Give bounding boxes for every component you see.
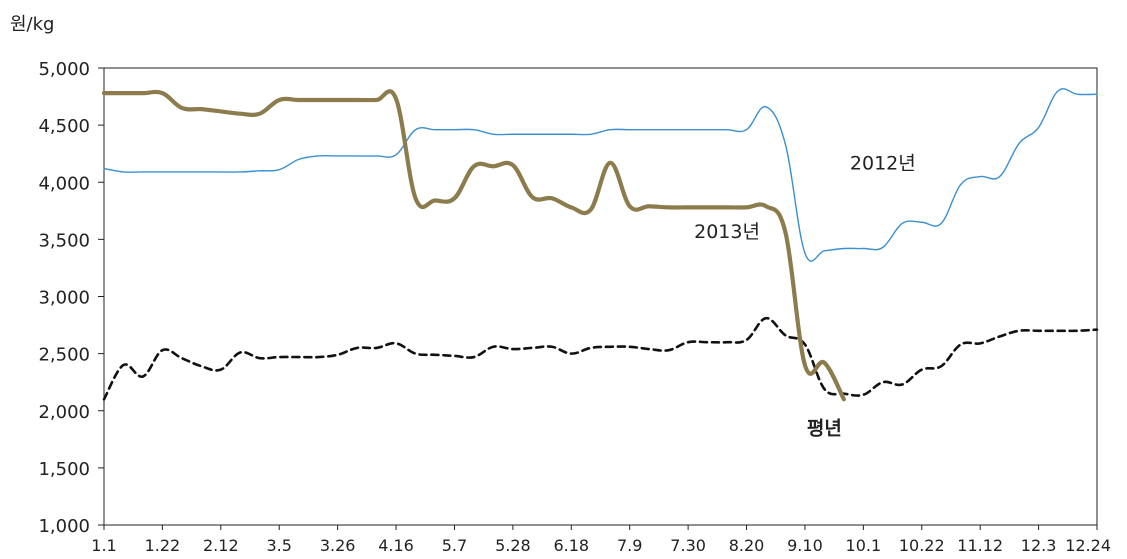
- x-tick-label: 3.5: [267, 536, 292, 555]
- series-line-2: [102, 316, 1099, 401]
- x-axis: 1.1 1.22 2.12 3.5 3.26 4.16 5.7 5.28 6.18 7.9 7.30…: [91, 525, 1111, 555]
- x-tick-label: 6.18: [553, 536, 589, 555]
- x-tick-label: 4.16: [378, 536, 414, 555]
- series-layer: [101, 88, 1099, 402]
- x-tick-label: 11.12: [957, 536, 1003, 555]
- x-tick-label: 5.28: [495, 536, 531, 555]
- plot-frame: [103, 67, 1098, 526]
- series-line-0: [103, 88, 1098, 262]
- x-tick-label: 3.26: [320, 536, 356, 555]
- y-axis: 1,000 1,500 2,000 2,500 3,000 3,500 4,000 4,500…: [38, 59, 104, 537]
- x-tick-label: 9.10: [787, 536, 823, 555]
- x-tick-label: 12.3: [1021, 536, 1057, 555]
- y-axis-unit-label: 원/kg: [10, 14, 55, 35]
- x-tick-label: 1.22: [145, 536, 181, 555]
- annotation-label-1: 2013년: [694, 221, 760, 243]
- x-tick-label: 7.30: [670, 536, 706, 555]
- y-tick-label: 2,500: [38, 345, 90, 366]
- y-tick-label: 5,000: [38, 59, 90, 80]
- y-tick-label: 1,500: [38, 459, 90, 480]
- x-tick-label: 10.22: [899, 536, 945, 555]
- x-tick-label: 1.1: [91, 536, 116, 555]
- y-tick-label: 2,000: [38, 402, 90, 423]
- annotation-label-2: 평년: [807, 418, 842, 440]
- y-tick-label: 4,000: [38, 173, 90, 194]
- y-tick-label: 3,500: [38, 230, 90, 251]
- annotation-label-0: 2012년: [850, 153, 916, 175]
- x-tick-label: 7.9: [617, 536, 642, 555]
- y-tick-label: 4,500: [38, 116, 90, 137]
- x-tick-label: 8.20: [729, 536, 765, 555]
- plot-area: [103, 67, 1098, 526]
- x-tick-label: 12.24: [1065, 536, 1111, 555]
- y-tick-label: 1,000: [38, 516, 90, 537]
- x-tick-label: 2.12: [203, 536, 239, 555]
- series-line-1: [101, 89, 846, 402]
- x-tick-label: 10.1: [846, 536, 882, 555]
- y-tick-label: 3,000: [38, 288, 90, 309]
- x-tick-label: 5.7: [442, 536, 467, 555]
